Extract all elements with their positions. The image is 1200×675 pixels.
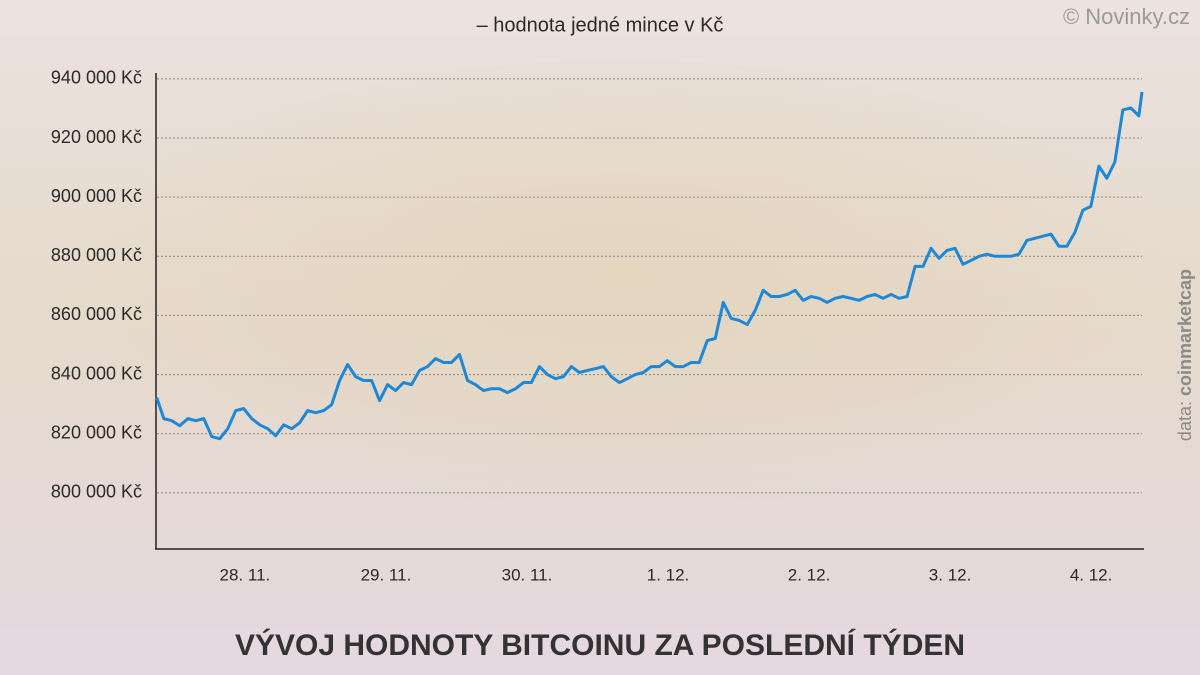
y-tick-label: 800 000 Kč [51,482,142,502]
y-tick-label: 940 000 Kč [51,68,142,88]
logo: © Novinky.cz [1063,4,1190,29]
source-prefix: data: [1175,401,1195,441]
y-tick-label: 900 000 Kč [51,186,142,206]
source-name: coinmarketcap [1175,269,1195,396]
x-tick-label: 3. 12. [929,565,972,584]
x-tick-label: 30. 11. [502,565,553,584]
price-line [155,91,1144,441]
y-tick-label: 920 000 Kč [51,127,142,147]
x-tick-label: 4. 12. [1070,565,1113,584]
chart-title: VÝVOJ HODNOTY BITCOINU ZA POSLEDNÍ TÝDEN [235,628,965,662]
x-tick-label: 28. 11. [220,565,271,584]
x-tick-label: 2. 12. [788,565,831,584]
y-tick-label: 880 000 Kč [51,245,142,265]
source: data: coinmarketcap [1175,269,1195,441]
x-tick-label: 1. 12. [647,565,690,584]
y-tick-label: 860 000 Kč [51,304,142,324]
x-tick-label: 29. 11. [361,565,412,584]
y-tick-label: 820 000 Kč [51,422,142,442]
background-glow [60,60,1180,540]
y-tick-label: 840 000 Kč [51,363,142,383]
subtitle: – hodnota jedné mince v Kč [477,14,724,36]
